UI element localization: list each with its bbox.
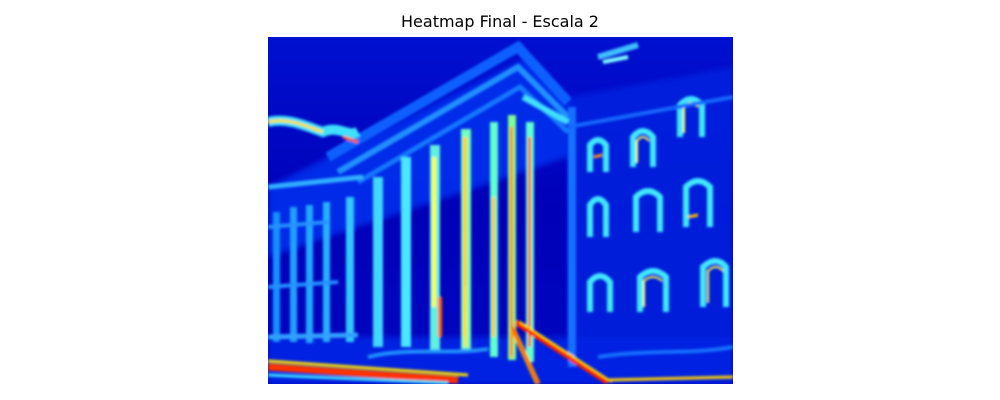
heatmap-image: [268, 37, 733, 384]
heatmap-title: Heatmap Final - Escala 2: [401, 12, 599, 31]
heatmap-edges: [268, 40, 733, 384]
